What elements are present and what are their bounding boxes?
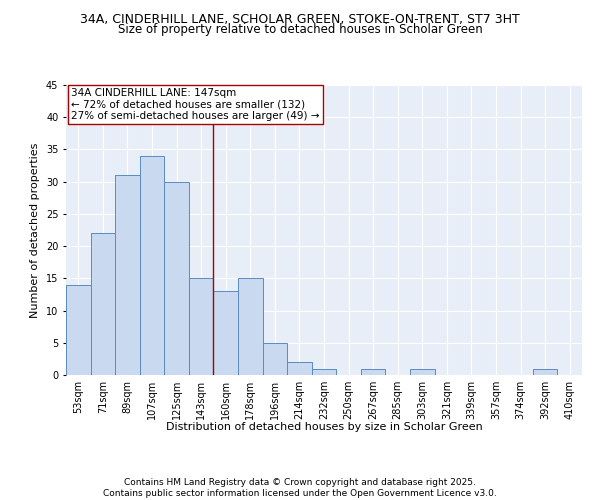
Bar xyxy=(140,156,164,375)
Bar xyxy=(287,362,312,375)
Bar xyxy=(91,233,115,375)
Y-axis label: Number of detached properties: Number of detached properties xyxy=(31,142,40,318)
Bar xyxy=(312,368,336,375)
Text: 34A CINDERHILL LANE: 147sqm
← 72% of detached houses are smaller (132)
27% of se: 34A CINDERHILL LANE: 147sqm ← 72% of det… xyxy=(71,88,320,121)
Bar xyxy=(164,182,189,375)
Bar xyxy=(263,343,287,375)
X-axis label: Distribution of detached houses by size in Scholar Green: Distribution of detached houses by size … xyxy=(166,422,482,432)
Text: 34A, CINDERHILL LANE, SCHOLAR GREEN, STOKE-ON-TRENT, ST7 3HT: 34A, CINDERHILL LANE, SCHOLAR GREEN, STO… xyxy=(80,12,520,26)
Bar xyxy=(189,278,214,375)
Text: Contains HM Land Registry data © Crown copyright and database right 2025.
Contai: Contains HM Land Registry data © Crown c… xyxy=(103,478,497,498)
Bar xyxy=(238,278,263,375)
Text: Size of property relative to detached houses in Scholar Green: Size of property relative to detached ho… xyxy=(118,22,482,36)
Bar xyxy=(533,368,557,375)
Bar xyxy=(361,368,385,375)
Bar xyxy=(214,291,238,375)
Bar xyxy=(66,285,91,375)
Bar xyxy=(410,368,434,375)
Bar xyxy=(115,175,140,375)
